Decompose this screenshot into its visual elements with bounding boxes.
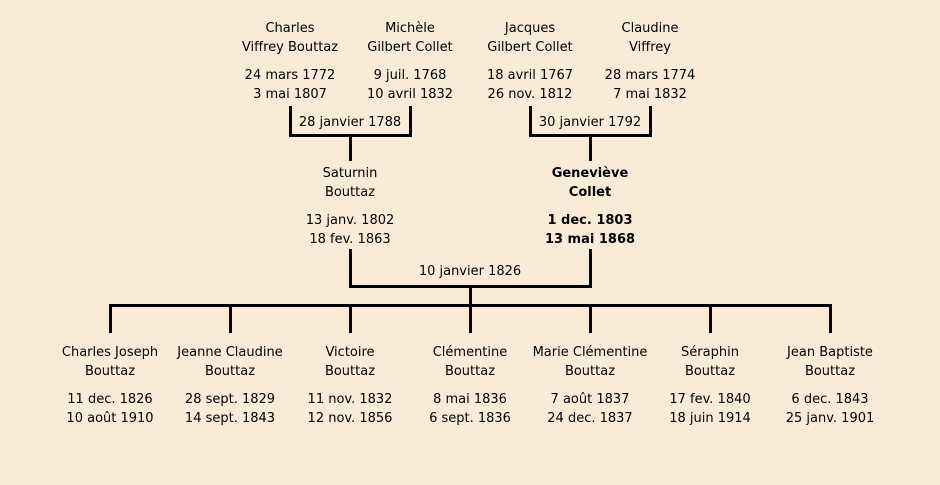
person-name-line1: Victoire — [325, 345, 375, 360]
person-name-line2: Viffrey Bouttaz — [241, 40, 339, 55]
connector-marriage2-child-drop — [588, 137, 592, 161]
person-death-date: 7 mai 1832 — [613, 87, 687, 102]
person-death-date: 18 juin 1914 — [669, 411, 751, 426]
connector-marriage3-left — [348, 249, 352, 288]
person-name-line2: Bouttaz — [204, 364, 256, 379]
person-death-date: 6 sept. 1836 — [429, 411, 511, 426]
person-charles-viffrey-bouttaz: Charles Viffrey Bouttaz 24 mars 1772 3 m… — [210, 19, 370, 104]
connector-child4-drop — [468, 304, 472, 333]
person-charles-joseph-bouttaz: Charles Joseph Bouttaz 11 dec. 1826 10 a… — [35, 343, 185, 428]
person-jacques-gilbert-collet: Jacques Gilbert Collet 18 avril 1767 26 … — [450, 19, 610, 104]
person-death-date: 26 nov. 1812 — [487, 87, 573, 102]
person-clementine-bouttaz: Clémentine Bouttaz 8 mai 1836 6 sept. 18… — [395, 343, 545, 428]
person-birth-date: 11 nov. 1832 — [307, 392, 393, 407]
person-name-line2: Bouttaz — [84, 364, 136, 379]
connector-marriage2-left — [528, 106, 532, 137]
person-saturnin-bouttaz: Saturnin Bouttaz 13 janv. 1802 18 fev. 1… — [270, 164, 430, 249]
person-name-line2: Gilbert Collet — [367, 40, 453, 55]
person-death-date: 3 mai 1807 — [253, 87, 327, 102]
person-name-line1: Marie Clémentine — [532, 345, 648, 360]
person-marie-clementine-bouttaz: Marie Clémentine Bouttaz 7 août 1837 24 … — [515, 343, 665, 428]
connector-marriage1-left — [288, 106, 292, 137]
person-name-line2: Bouttaz — [324, 364, 376, 379]
connector-child1-drop — [108, 304, 112, 333]
person-name-line2: Bouttaz — [444, 364, 496, 379]
person-death-date: 13 mai 1868 — [544, 232, 636, 247]
person-name-line1: Charles — [265, 21, 315, 36]
person-name-line1: Jean Baptiste — [787, 345, 873, 360]
person-name-line2: Bouttaz — [324, 185, 376, 200]
person-birth-date: 11 dec. 1826 — [67, 392, 153, 407]
person-birth-date: 8 mai 1836 — [433, 392, 507, 407]
person-name-line2: Bouttaz — [564, 364, 616, 379]
person-claudine-viffrey: Claudine Viffrey 28 mars 1774 7 mai 1832 — [570, 19, 730, 104]
connector-marriage1-child-drop — [348, 137, 352, 161]
connector-child5-drop — [588, 304, 592, 333]
person-birth-date: 9 juil. 1768 — [373, 68, 447, 83]
person-death-date: 10 août 1910 — [66, 411, 154, 426]
person-name-line2: Collet — [568, 185, 612, 200]
marriage-date-label: 28 janvier 1788 — [298, 115, 402, 130]
marriage-date-label: 30 janvier 1792 — [538, 115, 642, 130]
person-name-line1: Geneviève — [551, 166, 629, 181]
person-name-line1: Séraphin — [681, 345, 739, 360]
person-name-line1: Jacques — [504, 21, 556, 36]
person-death-date: 12 nov. 1856 — [307, 411, 393, 426]
person-genevieve-collet: Geneviève Collet 1 dec. 1803 13 mai 1868 — [510, 164, 670, 249]
person-death-date: 14 sept. 1843 — [184, 411, 276, 426]
connector-marriage1-right — [408, 106, 412, 137]
person-seraphin-bouttaz: Séraphin Bouttaz 17 fev. 1840 18 juin 19… — [635, 343, 785, 428]
person-jean-baptiste-bouttaz: Jean Baptiste Bouttaz 6 dec. 1843 25 jan… — [755, 343, 905, 428]
person-jeanne-claudine-bouttaz: Jeanne Claudine Bouttaz 28 sept. 1829 14… — [155, 343, 305, 428]
connector-marriage1-bottom — [288, 134, 412, 137]
person-death-date: 10 avril 1832 — [366, 87, 454, 102]
connector-marriage3-child-drop — [468, 288, 472, 307]
person-birth-date: 1 dec. 1803 — [547, 213, 633, 228]
connector-child3-drop — [348, 304, 352, 333]
person-name-line2: Bouttaz — [684, 364, 736, 379]
connector-marriage3-right — [588, 249, 592, 288]
person-name-line2: Viffrey — [629, 40, 671, 55]
connector-marriage2-right — [648, 106, 652, 137]
person-name-line1: Jeanne Claudine — [177, 345, 283, 360]
person-death-date: 18 fev. 1863 — [309, 232, 391, 247]
person-birth-date: 17 fev. 1840 — [669, 392, 751, 407]
connector-child7-drop — [828, 304, 832, 333]
connector-child6-drop — [708, 304, 712, 333]
person-birth-date: 24 mars 1772 — [244, 68, 336, 83]
person-birth-date: 28 sept. 1829 — [184, 392, 276, 407]
person-name-line2: Bouttaz — [804, 364, 856, 379]
person-name-line1: Claudine — [621, 21, 679, 36]
connector-marriage3-bottom — [348, 285, 592, 288]
person-birth-date: 13 janv. 1802 — [305, 213, 395, 228]
person-name-line2: Gilbert Collet — [487, 40, 573, 55]
person-michele-gilbert-collet: Michèle Gilbert Collet 9 juil. 1768 10 a… — [330, 19, 490, 104]
person-name-line1: Michèle — [385, 21, 435, 36]
connector-marriage2-bottom — [528, 134, 652, 137]
person-birth-date: 6 dec. 1843 — [791, 392, 869, 407]
person-birth-date: 28 mars 1774 — [604, 68, 696, 83]
person-name-line1: Saturnin — [322, 166, 378, 181]
marriage-date-label: 10 janvier 1826 — [418, 264, 522, 279]
connector-child2-drop — [228, 304, 232, 333]
person-victoire-bouttaz: Victoire Bouttaz 11 nov. 1832 12 nov. 18… — [275, 343, 425, 428]
person-birth-date: 7 août 1837 — [550, 392, 630, 407]
person-name-line1: Charles Joseph — [61, 345, 159, 360]
person-birth-date: 18 avril 1767 — [486, 68, 574, 83]
person-death-date: 25 janv. 1901 — [785, 411, 875, 426]
person-death-date: 24 dec. 1837 — [547, 411, 633, 426]
person-name-line1: Clémentine — [432, 345, 508, 360]
